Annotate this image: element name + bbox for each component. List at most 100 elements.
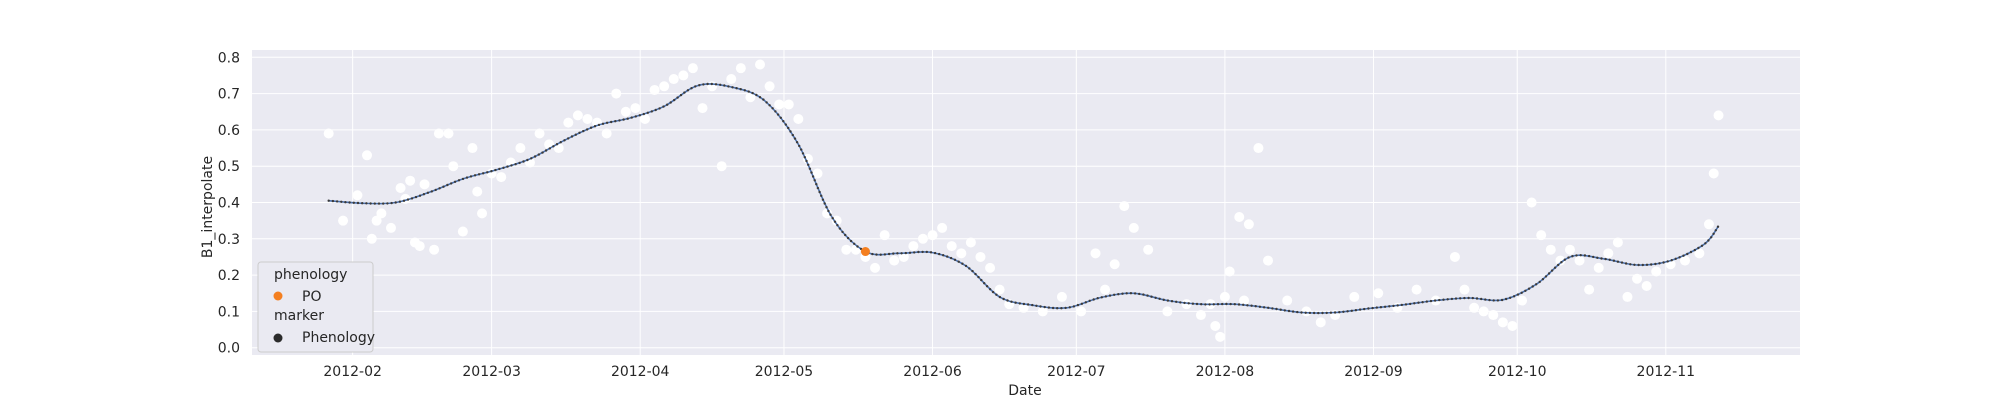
- curve-marker: [1425, 300, 1429, 303]
- curve-marker: [369, 202, 372, 205]
- raw-point: [1651, 266, 1662, 277]
- raw-point: [831, 215, 842, 226]
- curve-marker: [473, 174, 477, 177]
- curve-marker: [630, 116, 633, 119]
- curve-marker: [1442, 298, 1445, 301]
- raw-point: [376, 208, 387, 219]
- curve-marker: [1088, 299, 1091, 302]
- curve-marker: [1438, 298, 1441, 302]
- curve-marker: [1433, 299, 1437, 302]
- curve-marker: [1002, 297, 1005, 301]
- curve-marker: [1296, 310, 1299, 314]
- curve-marker: [825, 206, 828, 209]
- curve-marker: [453, 180, 457, 183]
- raw-point: [1282, 295, 1293, 306]
- curve-marker: [582, 129, 585, 133]
- raw-point: [1574, 255, 1585, 266]
- y-tick-label: 0.6: [218, 123, 240, 139]
- raw-point: [433, 128, 444, 139]
- curve-marker: [1060, 307, 1063, 310]
- curve-marker: [442, 185, 445, 188]
- raw-point: [1315, 317, 1326, 328]
- curve-marker: [1579, 254, 1582, 257]
- curve-marker: [327, 199, 330, 202]
- curve-marker: [634, 115, 637, 118]
- x-tick-label: 2012-02: [323, 364, 382, 380]
- raw-point: [994, 284, 1005, 295]
- curve-marker: [1592, 255, 1595, 259]
- curve-marker: [533, 155, 537, 158]
- y-tick-label: 0.0: [218, 341, 240, 357]
- curve-marker: [1463, 296, 1466, 300]
- raw-point: [812, 168, 823, 179]
- curve-marker: [1541, 278, 1545, 281]
- raw-point: [1181, 299, 1192, 310]
- curve-marker: [949, 256, 953, 260]
- curve-marker: [1014, 301, 1017, 304]
- curve-marker: [1429, 299, 1433, 303]
- curve-marker: [1666, 260, 1669, 263]
- raw-point: [1488, 310, 1499, 321]
- curve-marker: [1509, 296, 1512, 299]
- curve-marker: [1150, 295, 1153, 298]
- y-tick-label: 0.3: [218, 232, 240, 248]
- raw-point: [515, 143, 526, 154]
- curve-marker: [908, 251, 912, 254]
- curve-marker: [1488, 298, 1491, 302]
- raw-point: [659, 81, 670, 92]
- curve-marker: [1076, 303, 1080, 307]
- raw-point: [1555, 255, 1566, 266]
- raw-point: [1478, 306, 1489, 317]
- curve-marker: [808, 167, 812, 170]
- curve-marker: [1229, 302, 1232, 306]
- raw-point: [496, 172, 507, 183]
- curve-marker: [1662, 261, 1665, 264]
- raw-point: [1090, 248, 1101, 259]
- curve-marker: [1104, 295, 1108, 298]
- curve-marker: [1697, 246, 1700, 250]
- curve-marker: [1527, 287, 1531, 290]
- curve-marker: [900, 252, 903, 255]
- curve-marker: [813, 179, 816, 182]
- curve-marker: [422, 193, 426, 196]
- curve-marker: [537, 153, 540, 156]
- curve-marker: [1254, 305, 1257, 308]
- curve-marker: [1367, 307, 1370, 310]
- curve-marker: [883, 253, 887, 256]
- curve-marker: [1396, 304, 1399, 307]
- raw-point: [611, 88, 622, 99]
- curve-marker: [938, 252, 941, 256]
- raw-point: [457, 226, 468, 237]
- curve-marker: [768, 104, 771, 107]
- curve-marker: [1237, 303, 1241, 306]
- raw-point: [678, 70, 689, 81]
- curve-marker: [541, 151, 544, 154]
- raw-point: [1603, 248, 1614, 259]
- raw-point: [889, 255, 900, 266]
- raw-point: [850, 244, 861, 255]
- curve-marker: [933, 251, 937, 255]
- raw-point: [697, 103, 708, 114]
- raw-point: [879, 230, 890, 241]
- raw-point: [601, 128, 612, 139]
- curve-marker: [418, 194, 422, 197]
- curve-marker: [838, 227, 842, 230]
- curve-marker: [578, 131, 581, 134]
- curve-marker: [977, 275, 980, 279]
- curve-marker: [461, 177, 465, 181]
- curve-marker: [925, 250, 928, 254]
- curve-marker: [1068, 306, 1072, 309]
- curve-marker: [929, 251, 933, 254]
- curve-marker: [348, 201, 351, 204]
- raw-point: [1632, 273, 1643, 284]
- curve-marker: [1338, 311, 1341, 314]
- raw-point: [1713, 110, 1724, 121]
- raw-point: [1239, 295, 1250, 306]
- curve-marker: [1693, 248, 1697, 252]
- legend-label-po: PO: [302, 289, 321, 305]
- curve-marker: [526, 158, 529, 162]
- raw-point: [572, 110, 583, 121]
- curve-marker: [335, 200, 339, 203]
- curve-marker: [1563, 258, 1567, 261]
- curve-marker: [968, 267, 971, 270]
